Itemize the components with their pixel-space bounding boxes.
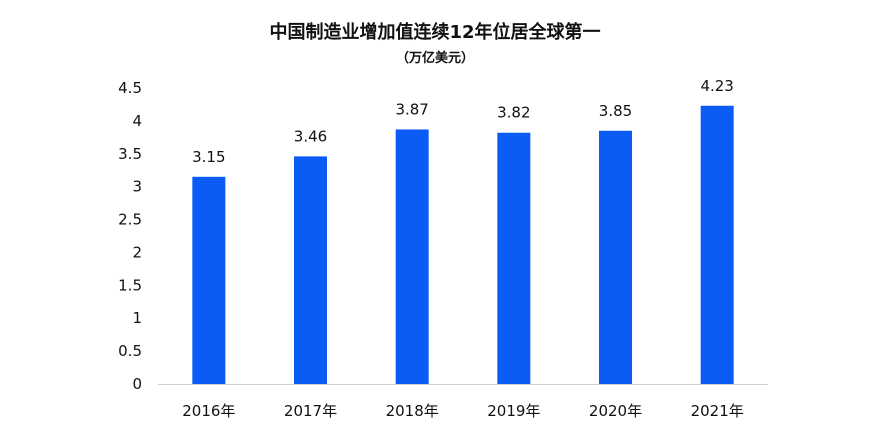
y-tick-label: 2.5 [118, 211, 142, 229]
data-label: 3.82 [497, 104, 530, 122]
y-tick-label: 0.5 [118, 342, 142, 360]
data-label: 3.87 [395, 100, 428, 118]
bar [294, 156, 327, 384]
bar [395, 129, 429, 384]
y-tick-label: 3.5 [118, 145, 142, 163]
x-category-label: 2021年 [691, 402, 744, 420]
x-category-label: 2020年 [589, 402, 642, 420]
data-label: 4.23 [700, 77, 733, 95]
y-tick-label: 1 [132, 309, 142, 327]
bar [192, 176, 226, 384]
x-category-label: 2017年 [284, 402, 337, 420]
bar [599, 130, 632, 384]
chart-subtitle: （万亿美元） [396, 50, 474, 66]
bar [497, 132, 531, 384]
y-tick-label: 4.5 [118, 79, 142, 97]
data-labels: 3.15 3.46 3.87 3.82 3.85 4.23 [192, 77, 734, 166]
y-tick-label: 3 [132, 178, 142, 196]
x-category-label: 2016年 [182, 402, 235, 420]
y-tick-label: 2 [132, 243, 142, 261]
data-label: 3.15 [192, 148, 225, 166]
data-label: 3.85 [599, 102, 632, 120]
y-tick-label: 1.5 [118, 276, 142, 294]
y-tick-label: 4 [132, 112, 142, 130]
x-category-label: 2019年 [487, 402, 540, 420]
data-label: 3.46 [294, 127, 327, 145]
bar [700, 105, 734, 384]
bars-group [192, 105, 734, 384]
y-axis-ticks: 0 0.5 1 1.5 2 2.5 3 3.5 4 4.5 [118, 79, 142, 393]
chart-title: 中国制造业增加值连续12年位居全球第一 [269, 21, 600, 43]
y-tick-label: 0 [132, 375, 142, 393]
x-category-label: 2018年 [386, 402, 439, 420]
x-axis-categories: 2016年 2017年 2018年 2019年 2020年 2021年 [182, 402, 744, 420]
